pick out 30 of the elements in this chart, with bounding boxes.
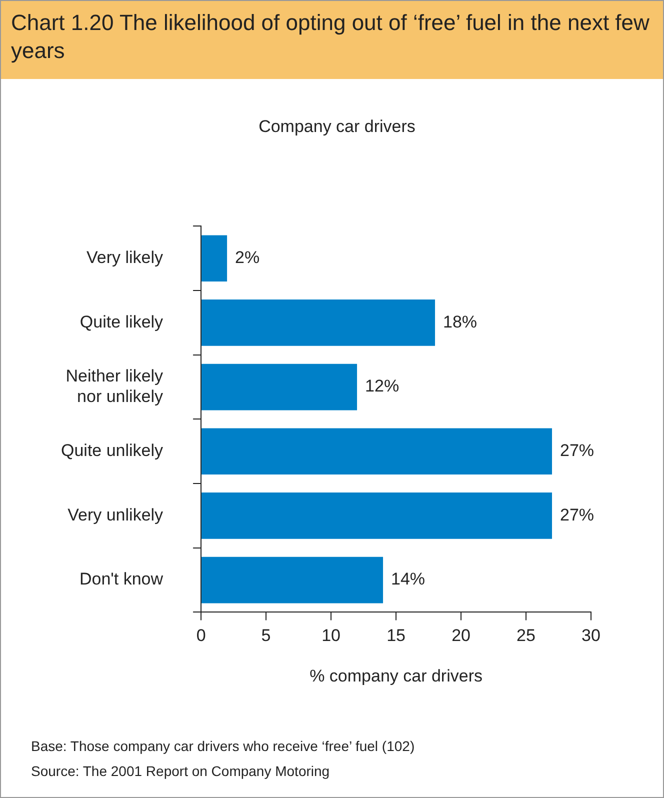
bar	[202, 364, 358, 410]
text: Base: Those company car drivers who receive ‘free’ fuel (102)	[31, 737, 415, 756]
bar	[202, 300, 436, 346]
bar	[202, 428, 552, 475]
y-tick-label: Quite unlikely	[60, 441, 164, 460]
x-tick-label: 5	[261, 626, 271, 646]
y-tick-label: Quite likely	[80, 312, 164, 332]
data-label: 2%	[235, 248, 260, 268]
data-label: 18%	[443, 312, 478, 332]
chart-subtitle: Company car drivers	[258, 117, 416, 137]
y-tick-label: Don't know	[79, 570, 164, 589]
bar	[202, 492, 552, 539]
data-label: 27%	[560, 505, 594, 524]
data-label: 14%	[391, 570, 426, 589]
x-tick-label: 20	[452, 626, 470, 646]
chart-title: Chart 1.20 The likelihood of opting out of ‘free’ fuel in the next few years	[1, 1, 663, 79]
bar	[202, 556, 384, 604]
y-tick-label: Neither likely nor unlikely	[66, 366, 164, 406]
x-tick-label: 10	[322, 626, 340, 646]
x-tick-label: 25	[516, 626, 536, 646]
x-axis-title: % company car drivers	[310, 666, 482, 686]
bar	[202, 235, 228, 282]
y-tick-label: Very likely	[86, 248, 164, 268]
x-tick-label: 15	[386, 626, 406, 646]
data-label: 27%	[560, 441, 594, 460]
data-label: 12%	[365, 376, 400, 396]
x-tick-label: 0	[196, 626, 206, 646]
x-tick-label: 30	[582, 626, 600, 646]
y-tick-label: Very unlikely	[68, 505, 164, 524]
source-note: Source: The 2001 Report on Company Motoring	[31, 762, 331, 781]
